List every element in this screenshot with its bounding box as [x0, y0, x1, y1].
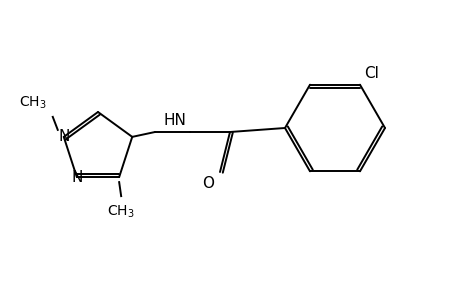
Text: Cl: Cl: [363, 66, 378, 81]
Text: O: O: [202, 176, 213, 191]
Text: N: N: [58, 129, 69, 144]
Text: HN: HN: [163, 113, 185, 128]
Text: CH$_3$: CH$_3$: [107, 203, 134, 220]
Text: CH$_3$: CH$_3$: [19, 94, 47, 111]
Text: N: N: [71, 169, 82, 184]
